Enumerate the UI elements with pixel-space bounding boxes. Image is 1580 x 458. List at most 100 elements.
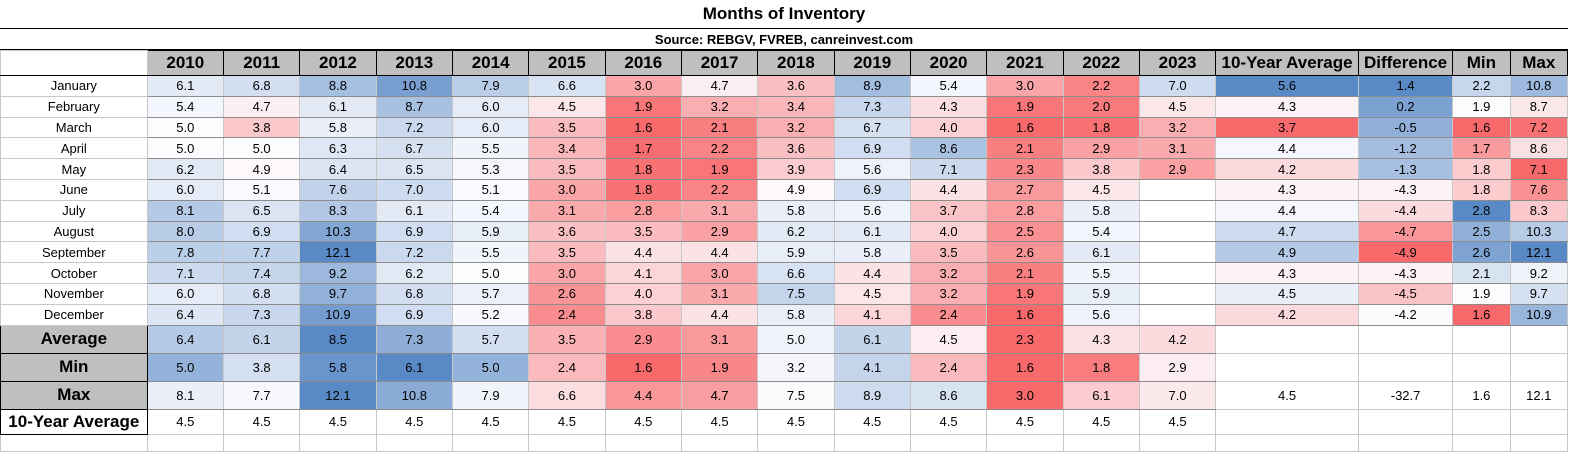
data-cell[interactable]: 5.3: [451, 158, 530, 180]
data-cell[interactable]: 7.2: [375, 241, 453, 264]
data-cell[interactable]: 2.6: [986, 241, 1064, 264]
data-cell[interactable]: 5.0: [222, 137, 301, 160]
data-cell[interactable]: 3.5: [528, 116, 606, 139]
stat-cell[interactable]: 2.1: [1452, 262, 1511, 284]
stat-cell[interactable]: 1.7: [1452, 137, 1511, 160]
data-cell[interactable]: 2.4: [528, 303, 606, 326]
column-header-stat[interactable]: Difference: [1357, 50, 1454, 76]
data-cell[interactable]: [1138, 303, 1217, 326]
data-cell[interactable]: 4.4: [604, 241, 682, 264]
data-cell[interactable]: 6.3: [299, 137, 377, 160]
summary-cell[interactable]: 3.2: [757, 352, 835, 382]
data-cell[interactable]: 7.8: [146, 241, 224, 264]
ten-year-average-cell[interactable]: 4.5: [222, 408, 301, 435]
data-cell[interactable]: 6.4: [146, 303, 224, 326]
empty-cell[interactable]: [0, 433, 148, 452]
data-cell[interactable]: 7.2: [375, 116, 453, 139]
summary-cell[interactable]: 5.8: [299, 352, 377, 382]
stat-cell[interactable]: 2.8: [1452, 199, 1511, 222]
data-cell[interactable]: 10.8: [375, 75, 453, 97]
data-cell[interactable]: 3.5: [604, 220, 682, 243]
stat-cell[interactable]: -4.3: [1357, 262, 1454, 284]
data-cell[interactable]: [1138, 220, 1217, 243]
column-header-stat[interactable]: Max: [1509, 50, 1569, 76]
column-header-year[interactable]: 2021: [986, 50, 1064, 76]
data-cell[interactable]: 5.4: [451, 199, 530, 222]
empty-cell[interactable]: [1215, 408, 1359, 435]
stat-cell[interactable]: 1.6: [1452, 303, 1511, 326]
summary-cell[interactable]: 7.0: [1138, 380, 1217, 410]
empty-cell[interactable]: [299, 433, 377, 452]
data-cell[interactable]: [1138, 178, 1217, 201]
column-header-year[interactable]: 2019: [833, 50, 911, 76]
data-cell[interactable]: 4.1: [833, 303, 911, 326]
data-cell[interactable]: 4.4: [680, 303, 759, 326]
data-cell[interactable]: 8.8: [299, 75, 377, 97]
stat-cell[interactable]: 1.4: [1357, 75, 1454, 97]
data-cell[interactable]: 2.2: [1062, 75, 1140, 97]
summary-cell[interactable]: 1.8: [1062, 352, 1140, 382]
ten-year-average-cell[interactable]: 4.5: [375, 408, 453, 435]
data-cell[interactable]: 4.4: [909, 178, 988, 201]
stat-cell[interactable]: 4.2: [1215, 158, 1359, 180]
ten-year-average-cell[interactable]: 4.5: [451, 408, 530, 435]
data-cell[interactable]: [1138, 199, 1217, 222]
data-cell[interactable]: 2.2: [680, 178, 759, 201]
summary-stat-cell[interactable]: [1357, 352, 1454, 382]
data-cell[interactable]: 3.6: [528, 220, 606, 243]
data-cell[interactable]: 7.4: [222, 262, 301, 284]
summary-cell[interactable]: 7.5: [757, 380, 835, 410]
empty-cell[interactable]: [1357, 408, 1454, 435]
summary-cell[interactable]: 3.0: [986, 380, 1064, 410]
empty-cell[interactable]: [222, 433, 301, 452]
empty-cell[interactable]: [1215, 433, 1359, 452]
data-cell[interactable]: 3.1: [680, 282, 759, 305]
data-cell[interactable]: 3.0: [680, 262, 759, 284]
data-cell[interactable]: 4.0: [909, 116, 988, 139]
stat-cell[interactable]: -4.5: [1357, 282, 1454, 305]
data-cell[interactable]: 5.9: [1062, 282, 1140, 305]
summary-stat-cell[interactable]: [1509, 352, 1569, 382]
summary-cell[interactable]: 4.1: [833, 352, 911, 382]
data-cell[interactable]: 6.8: [375, 282, 453, 305]
data-cell[interactable]: 6.0: [451, 116, 530, 139]
summary-cell[interactable]: 4.5: [909, 324, 988, 354]
stat-cell[interactable]: 8.3: [1509, 199, 1569, 222]
summary-stat-cell[interactable]: [1215, 352, 1359, 382]
data-cell[interactable]: 8.9: [833, 75, 911, 97]
data-cell[interactable]: 6.9: [833, 137, 911, 160]
data-cell[interactable]: 6.1: [1062, 241, 1140, 264]
stat-cell[interactable]: 9.2: [1509, 262, 1569, 284]
column-header-year[interactable]: 2010: [146, 50, 224, 76]
data-cell[interactable]: 2.0: [1062, 95, 1140, 118]
data-cell[interactable]: 6.5: [375, 158, 453, 180]
column-header-stat[interactable]: Min: [1452, 50, 1511, 76]
data-cell[interactable]: 6.7: [833, 116, 911, 139]
summary-cell[interactable]: 2.9: [604, 324, 682, 354]
stat-cell[interactable]: 7.6: [1509, 178, 1569, 201]
data-cell[interactable]: 2.4: [909, 303, 988, 326]
empty-cell[interactable]: [146, 433, 224, 452]
data-cell[interactable]: 5.4: [1062, 220, 1140, 243]
ten-year-average-cell[interactable]: 4.5: [986, 408, 1064, 435]
data-cell[interactable]: 2.7: [986, 178, 1064, 201]
ten-year-average-cell[interactable]: 4.5: [757, 408, 835, 435]
column-header-year[interactable]: 2017: [680, 50, 759, 76]
data-cell[interactable]: 6.6: [528, 75, 606, 97]
data-cell[interactable]: 1.9: [680, 158, 759, 180]
stat-cell[interactable]: -0.5: [1357, 116, 1454, 139]
data-cell[interactable]: 4.9: [222, 158, 301, 180]
data-cell[interactable]: 5.1: [451, 178, 530, 201]
summary-cell[interactable]: 6.6: [528, 380, 606, 410]
data-cell[interactable]: 9.7: [299, 282, 377, 305]
summary-stat-cell[interactable]: 1.6: [1452, 380, 1511, 410]
stat-cell[interactable]: 4.5: [1215, 282, 1359, 305]
data-cell[interactable]: 6.8: [222, 282, 301, 305]
data-cell[interactable]: 5.5: [1062, 262, 1140, 284]
data-cell[interactable]: 1.9: [986, 282, 1064, 305]
column-header-year[interactable]: 2020: [909, 50, 988, 76]
ten-year-average-cell[interactable]: 4.5: [146, 408, 224, 435]
column-header-year[interactable]: 2022: [1062, 50, 1140, 76]
empty-cell[interactable]: [375, 433, 453, 452]
data-cell[interactable]: 4.4: [680, 241, 759, 264]
